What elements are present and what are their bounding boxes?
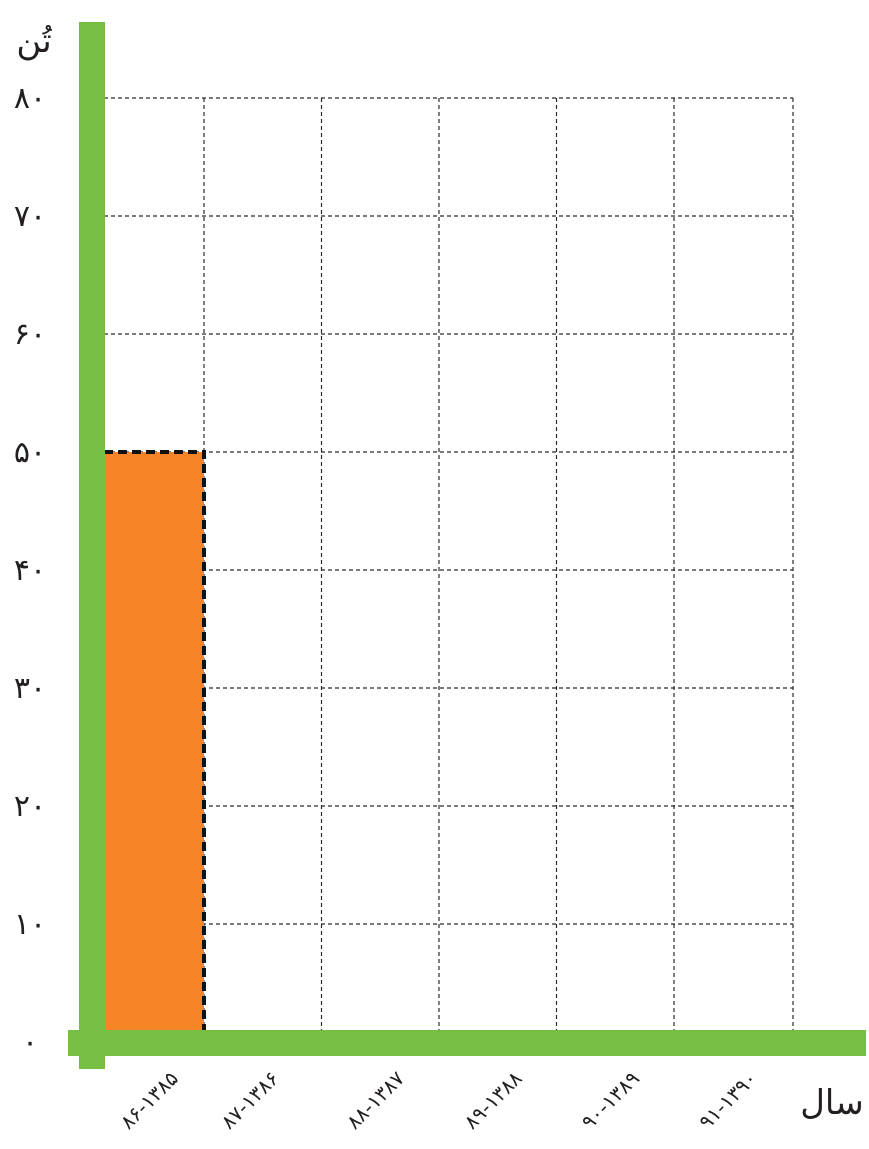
x-tick-group: ۹۰-۱۳۸۹ — [576, 1066, 644, 1134]
x-tick-label: ۹۱-۱۳۹۰ — [694, 1066, 762, 1134]
y-tick-label: ۰ — [22, 1025, 38, 1060]
y-tick-label: ۳۰ — [14, 671, 46, 706]
x-tick-label: ۸۹-۱۳۸۸ — [459, 1066, 527, 1134]
x-tick-label: ۸۶-۱۳۸۵ — [115, 1066, 183, 1134]
y-tick-labels: ۰ ۱۰ ۲۰ ۳۰ ۴۰ ۵۰ ۶۰ ۷۰ ۸۰ — [14, 81, 46, 1060]
x-axis — [68, 1030, 866, 1056]
bar-layer — [104, 450, 206, 1030]
y-tick-label: ۷۰ — [14, 199, 46, 234]
y-tick-label: ۴۰ — [14, 553, 46, 588]
x-tick-group: ۸۸-۱۳۸۷ — [341, 1066, 409, 1134]
y-tick-label: ۵۰ — [14, 435, 46, 470]
x-tick-group: ۸۹-۱۳۸۸ — [459, 1066, 527, 1134]
y-tick-label: ۲۰ — [14, 789, 46, 824]
x-tick-group: ۸۶-۱۳۸۵ — [115, 1066, 183, 1134]
y-tick-label: ۱۰ — [14, 907, 46, 942]
y-axis-label: تُن — [16, 21, 52, 61]
x-tick-group: ۸۷-۱۳۸۶ — [216, 1066, 284, 1134]
y-axis — [79, 22, 105, 1069]
x-tick-group: ۹۱-۱۳۹۰ — [694, 1066, 762, 1134]
x-tick-label: ۸۸-۱۳۸۷ — [341, 1066, 409, 1134]
x-axis-label: سال — [800, 1083, 864, 1123]
x-tick-label: ۹۰-۱۳۸۹ — [576, 1066, 644, 1134]
axis-layer — [68, 22, 866, 1069]
x-tick-labels: ۸۶-۱۳۸۵ ۸۷-۱۳۸۶ ۸۸-۱۳۸۷ ۸۹-۱۳۸۸ ۹۰-۱۳۸۹ ۹۱-۱۳… — [115, 1066, 761, 1134]
grid-layer — [104, 97, 794, 1030]
bar-outline — [104, 450, 206, 1030]
x-tick-label: ۸۷-۱۳۸۶ — [216, 1066, 284, 1134]
y-tick-label: ۶۰ — [14, 317, 46, 352]
y-tick-label: ۸۰ — [14, 81, 46, 116]
bar — [104, 452, 204, 1030]
